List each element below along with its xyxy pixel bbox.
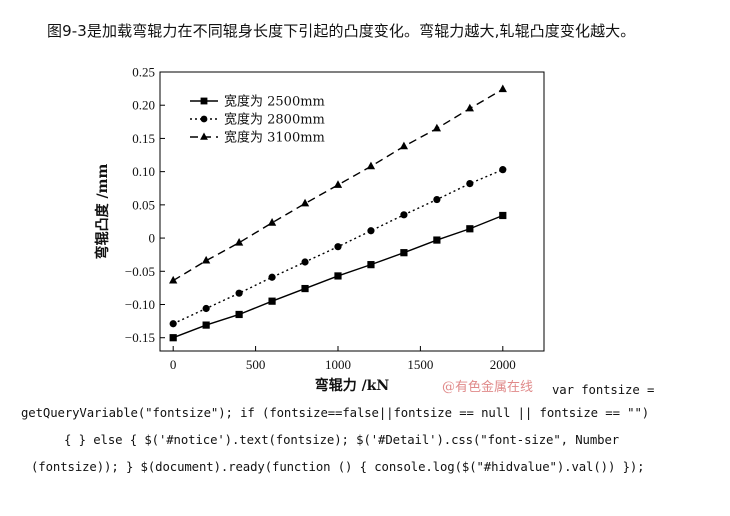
x-tick-label: 2000: [490, 357, 516, 372]
series-3-point: [202, 255, 211, 264]
series-2-point: [499, 166, 507, 174]
y-tick-label: −0.10: [125, 297, 155, 312]
series-2-point: [169, 320, 177, 328]
y-tick-label: 0.15: [132, 131, 155, 146]
series-1-point: [466, 225, 474, 233]
series-3-point: [333, 180, 343, 188]
series-3-point: [234, 237, 244, 246]
series-2-point: [235, 289, 243, 297]
watermark: @有色金属在线: [442, 380, 534, 395]
y-tick-label: 0.10: [132, 164, 155, 179]
y-tick-label: 0.20: [132, 98, 155, 113]
series-1-point: [301, 284, 309, 293]
legend-label-1: 宽度为 2500mm: [224, 94, 325, 110]
series-2-point: [202, 304, 210, 313]
y-tick-label: 0.05: [132, 197, 155, 212]
series-1-point: [235, 310, 243, 319]
x-tick-label: 1500: [407, 357, 433, 372]
legend-marker-1: [200, 97, 208, 105]
series-3-point: [267, 218, 277, 226]
series-3-point: [498, 84, 507, 93]
series-2-point: [466, 180, 474, 188]
code-line-3: { } else { $('#notice').text(fontsize); …: [64, 433, 620, 447]
series-2-point: [301, 258, 309, 266]
code-line-4: (fontsize)); } $(document).ready(functio…: [31, 460, 645, 474]
code-line-1: var fontsize =: [552, 383, 655, 397]
series-3-point: [432, 123, 442, 132]
series-1-point: [202, 321, 210, 329]
series-2-point: [367, 227, 375, 235]
y-tick-label: −0.15: [125, 330, 155, 345]
series-1-point: [169, 334, 177, 342]
x-tick-label: 1000: [325, 357, 351, 372]
y-axis-label: 弯辊凸度 /mm: [94, 164, 111, 260]
series-3-point: [399, 141, 409, 150]
legend-label-2: 宽度为 2800mm: [224, 112, 325, 128]
series-1-point: [268, 297, 276, 305]
legend-marker-2: [200, 115, 208, 123]
series-line-3: [172, 88, 504, 282]
series-3-point: [300, 198, 310, 207]
series-2-point: [400, 211, 408, 219]
legend-label-3: 宽度为 3100mm: [224, 130, 325, 146]
y-tick-label: −0.05: [125, 264, 155, 279]
x-tick-label: 0: [170, 357, 177, 372]
series-2-point: [268, 273, 276, 281]
series-1-point: [334, 272, 342, 280]
plot-frame: [159, 71, 545, 352]
bending-crown-chart: 0 500 1000 1500 2000 −0.15 −0.10 −0.05 0 0.05 0.10…: [94, 65, 545, 394]
series-1-point: [367, 261, 375, 269]
code-line-2: getQueryVariable("fontsize"); if (fontsi…: [21, 406, 650, 420]
y-tick-label: 0.25: [132, 65, 155, 80]
series-1-point: [433, 236, 441, 244]
x-axis-label: 弯辊力 /kN: [315, 377, 390, 394]
series-1-point: [499, 211, 507, 220]
figure-caption: 图9-3是加载弯辊力在不同辊身长度下引起的凸度变化。弯辊力越大,轧辊凸度变化越大…: [47, 22, 636, 40]
y-tick-label: 0: [149, 231, 156, 246]
legend-marker-3: [200, 132, 208, 140]
x-tick-label: 500: [246, 357, 266, 372]
series-3-point: [169, 275, 178, 284]
series-3-point: [366, 161, 376, 170]
series-2-point: [334, 243, 342, 251]
series-1-point: [400, 249, 408, 257]
series-3-point: [465, 103, 474, 112]
series-2-point: [433, 195, 441, 204]
